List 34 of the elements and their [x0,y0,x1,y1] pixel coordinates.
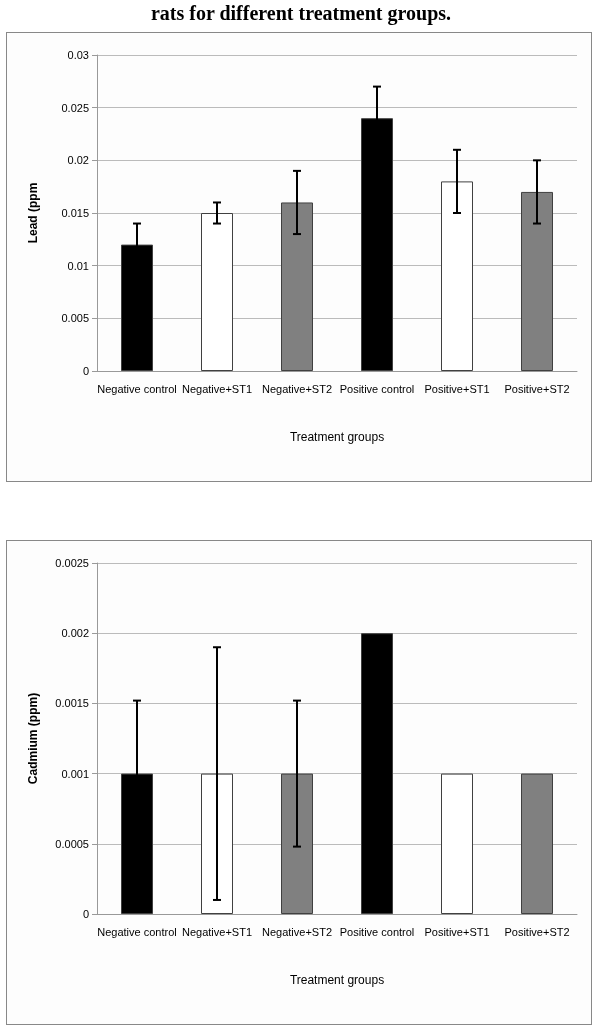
bar [441,181,473,371]
y-tick-label: 0.03 [67,49,89,61]
y-tick-label: 0.001 [61,767,89,780]
bar [281,202,313,371]
y-tick-label: 0.002 [61,627,89,640]
x-tick-label: Negative+ST2 [261,925,333,938]
bar [201,213,233,371]
x-axis-title: Treatment groups [289,430,385,444]
y-tick-label: 0.0015 [55,697,89,710]
x-tick-label: Positive+ST2 [504,925,570,938]
y-tick-label: 0.01 [67,259,89,272]
x-tick-label: Positive control [339,382,415,395]
y-tick-label: 0 [82,365,89,377]
y-tick-label: 0 [82,908,89,920]
x-tick-label: Positive+ST2 [504,382,570,395]
y-tick-label: 0.02 [67,154,89,167]
x-tick-label: Negative+ST1 [181,382,253,395]
y-tick-label: 0.0005 [55,837,89,850]
x-tick-label: Negative control [97,382,177,395]
x-tick-label: Positive+ST1 [424,382,490,395]
y-tick-label: 0.025 [61,101,89,114]
x-tick-label: Negative control [97,925,177,938]
y-tick-label: 0.005 [61,312,89,325]
y-axis-title: Cadmium (ppm) [26,692,40,785]
bar [521,191,553,371]
y-axis-title: Lead (ppm [26,182,40,244]
x-tick-label: Negative+ST1 [181,925,253,938]
x-tick-label: Negative+ST2 [261,382,333,395]
x-axis-title: Treatment groups [289,973,385,987]
x-tick-label: Positive+ST1 [424,925,490,938]
y-tick-label: 0.015 [61,207,89,219]
x-tick-label: Positive control [339,925,415,938]
chart-title: rats for different treatment groups. [149,2,453,25]
y-tick-label: 0.0025 [55,557,89,569]
